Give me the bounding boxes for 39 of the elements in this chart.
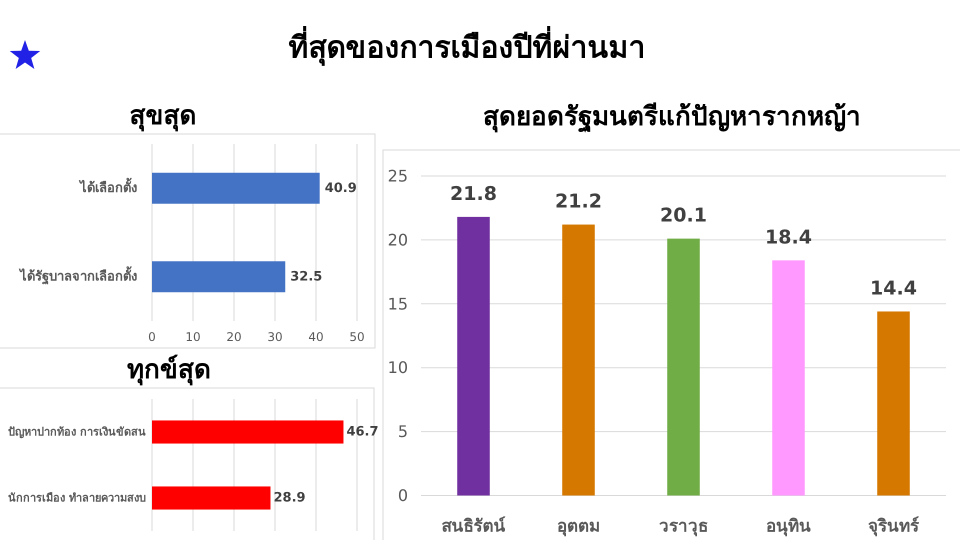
y-tick-label: 0 [398, 486, 408, 505]
data-label: 20.1 [660, 204, 707, 227]
bar [562, 224, 595, 496]
data-label: 28.9 [273, 490, 306, 506]
data-label: 32.5 [290, 269, 322, 284]
x-tick-label: จุรินทร์ [868, 516, 920, 536]
x-tick-label: วราวุธ [659, 516, 708, 536]
y-tick-label: 25 [388, 166, 408, 186]
data-label: 21.2 [555, 190, 602, 213]
data-label: 21.8 [450, 182, 497, 205]
x-tick-label: 50 [349, 330, 365, 344]
data-label: 14.4 [870, 277, 917, 300]
x-tick-label: อุตตม [557, 516, 600, 536]
x-tick-label: 0 [148, 330, 156, 344]
x-tick-label: 40 [308, 330, 324, 344]
y-tick-label: 5 [398, 422, 408, 442]
chart-title: ทุกข์สุด [127, 354, 211, 386]
bar [772, 260, 805, 496]
y-tick-label: ได้เลือกตั้ง [78, 176, 137, 196]
bar [667, 238, 700, 496]
data-label: 40.9 [324, 180, 357, 196]
x-tick-label: อนุทิน [766, 516, 811, 536]
chart-title: สุขสุด [130, 101, 196, 132]
bar [457, 216, 490, 496]
y-tick-label: 20 [388, 230, 408, 250]
y-tick-label: ปัญหาปากท้อง การเงินขัดสน [8, 426, 146, 438]
x-tick-label: 20 [226, 330, 242, 344]
data-label: 46.7 [346, 424, 379, 440]
text: ที่สุดของการเมืองปีที่ผ่านมา [288, 26, 646, 66]
chart-title: สุดยอดรัฐมนตรีแก้ปัญหารากหญ้า [483, 102, 861, 134]
x-tick-label: 10 [185, 330, 201, 344]
data-label: 18.4 [765, 226, 812, 248]
y-tick-label: 10 [388, 358, 408, 378]
x-tick-label: สนธิรัตน์ [442, 516, 506, 536]
y-tick-label: ได้รัฐบาลจากเลือกตั้ง [18, 265, 137, 286]
y-tick-label: นักการเมือง ทำลายความสงบ [8, 492, 146, 504]
y-tick-label: 15 [388, 294, 408, 314]
bar [877, 311, 910, 496]
x-tick-label: 30 [267, 330, 283, 344]
